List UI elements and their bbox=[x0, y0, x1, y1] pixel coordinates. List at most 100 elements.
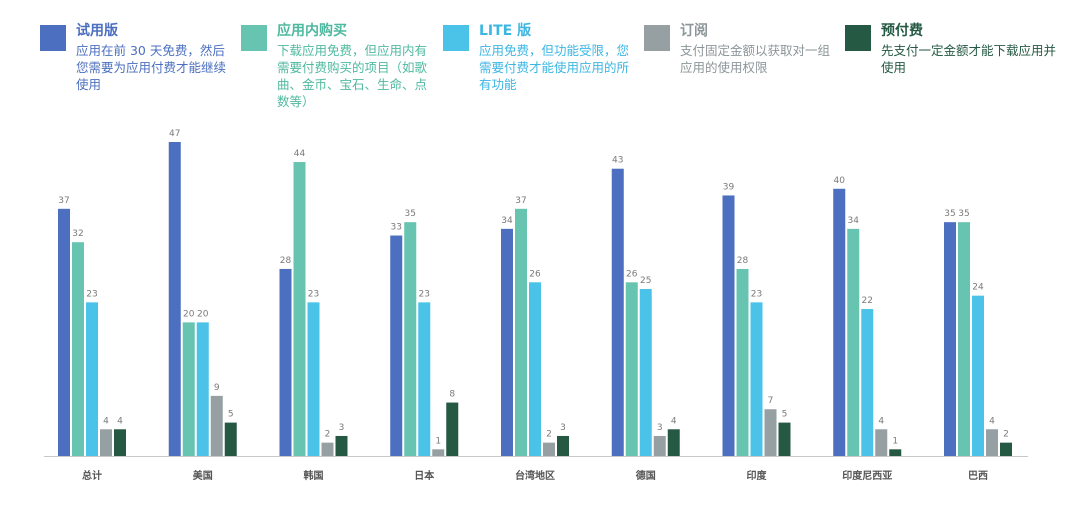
bar-japan-lite bbox=[418, 302, 431, 456]
legend-swatch bbox=[644, 25, 670, 51]
data-label: 34 bbox=[501, 216, 513, 226]
bar-japan-trial bbox=[390, 235, 403, 456]
bar-germany-lite bbox=[639, 288, 652, 456]
bar-indonesia-in-app bbox=[847, 228, 860, 456]
legend-title: 订阅 bbox=[680, 23, 708, 39]
data-label: 22 bbox=[862, 296, 873, 306]
data-label: 32 bbox=[72, 229, 83, 239]
data-label: 26 bbox=[529, 269, 541, 279]
bar-indonesia-lite bbox=[861, 309, 874, 456]
data-label: 39 bbox=[723, 182, 735, 192]
data-label: 24 bbox=[972, 283, 984, 293]
bar-usa-subscription bbox=[210, 395, 223, 456]
data-label: 1 bbox=[435, 436, 441, 446]
data-label: 35 bbox=[944, 209, 955, 219]
legend-desc: 支付固定金额以获取对一组应用的使用权限 bbox=[680, 43, 831, 75]
bar-usa-in-app bbox=[182, 322, 195, 456]
bar-taiwan-trial bbox=[501, 228, 513, 456]
bar-korea-subscription bbox=[321, 442, 334, 456]
x-tick-label: 巴西 bbox=[968, 470, 988, 482]
data-label: 23 bbox=[308, 289, 319, 299]
data-label: 8 bbox=[449, 390, 455, 400]
x-tick-label: 德国 bbox=[635, 469, 656, 482]
bar-brazil-in-app bbox=[958, 222, 970, 456]
bar-germany-trial bbox=[611, 168, 624, 456]
data-label: 25 bbox=[640, 276, 651, 286]
bar-brazil-trial bbox=[944, 222, 956, 456]
bar-usa-trial bbox=[168, 142, 181, 456]
x-tick-label: 日本 bbox=[414, 469, 435, 482]
data-label: 23 bbox=[419, 289, 430, 299]
legend-desc: 应用在前 30 天免费，然后您需要为应用付费才能继续使用 bbox=[76, 43, 227, 92]
bar-india-trial bbox=[722, 195, 735, 456]
data-label: 26 bbox=[626, 269, 638, 279]
data-label: 7 bbox=[768, 396, 774, 406]
bar-taiwan-subscription bbox=[543, 442, 555, 456]
bar-india-subscription bbox=[764, 409, 777, 456]
data-label: 37 bbox=[515, 196, 526, 206]
data-label: 23 bbox=[86, 289, 97, 299]
bar-total-lite bbox=[86, 302, 98, 456]
data-label: 28 bbox=[280, 256, 292, 266]
bar-indonesia-trial bbox=[833, 188, 846, 456]
legend: 试用版 应用在前 30 天免费，然后您需要为应用付费才能继续使用 应用内购买 下… bbox=[40, 20, 1070, 110]
data-label: 9 bbox=[214, 383, 220, 393]
data-label: 37 bbox=[58, 196, 69, 206]
bar-total-prepaid bbox=[114, 429, 126, 456]
bar-taiwan-prepaid bbox=[557, 435, 569, 456]
data-label: 1 bbox=[892, 436, 898, 446]
data-label: 4 bbox=[989, 416, 995, 426]
x-tick-label: 韩国 bbox=[304, 469, 324, 482]
data-label: 35 bbox=[405, 209, 416, 219]
x-tick-label: 台湾地区 bbox=[515, 469, 555, 482]
legend-desc: 下载应用免费，但应用内有需要付费购买的项目（如歌曲、金币、宝石、生命、点数等） bbox=[277, 43, 428, 109]
data-label: 4 bbox=[117, 416, 123, 426]
bar-usa-prepaid bbox=[224, 422, 237, 456]
data-label: 20 bbox=[183, 309, 195, 319]
bar-korea-lite bbox=[307, 302, 320, 456]
data-label: 3 bbox=[339, 423, 345, 433]
bar-brazil-prepaid bbox=[1000, 442, 1012, 456]
x-tick-label: 总计 bbox=[82, 469, 102, 482]
data-label: 44 bbox=[294, 149, 306, 159]
data-label: 47 bbox=[169, 129, 180, 139]
data-label: 23 bbox=[751, 289, 762, 299]
bar-taiwan-lite bbox=[529, 282, 541, 456]
data-label: 3 bbox=[657, 423, 663, 433]
bar-taiwan-in-app bbox=[515, 208, 527, 456]
legend-desc: 应用免费，但功能受限，您需要付费才能使用应用的所有功能 bbox=[479, 43, 630, 92]
bar-indonesia-subscription bbox=[875, 429, 888, 456]
bar-korea-in-app bbox=[293, 162, 306, 457]
bar-germany-prepaid bbox=[667, 429, 680, 456]
data-label: 3 bbox=[560, 423, 566, 433]
data-label: 43 bbox=[612, 156, 623, 166]
data-label: 40 bbox=[834, 176, 846, 186]
bar-japan-prepaid bbox=[446, 402, 459, 456]
bar-india-in-app bbox=[736, 268, 749, 456]
data-label: 33 bbox=[391, 223, 402, 233]
bar-india-prepaid bbox=[778, 422, 791, 456]
bar-brazil-lite bbox=[972, 295, 984, 456]
data-label: 2 bbox=[546, 430, 552, 440]
bar-japan-subscription bbox=[432, 449, 445, 456]
data-label: 2 bbox=[325, 430, 331, 440]
bar-total-subscription bbox=[100, 429, 112, 456]
legend-swatch bbox=[40, 25, 66, 51]
data-label: 5 bbox=[228, 410, 234, 420]
data-label: 28 bbox=[737, 256, 749, 266]
x-tick-label: 印度尼西亚 bbox=[842, 469, 892, 482]
data-label: 35 bbox=[958, 209, 969, 219]
data-label: 20 bbox=[197, 309, 209, 319]
legend-swatch bbox=[241, 25, 267, 51]
data-label: 4 bbox=[671, 416, 677, 426]
bar-korea-trial bbox=[279, 268, 292, 456]
bar-germany-in-app bbox=[625, 282, 638, 456]
data-label: 34 bbox=[848, 216, 860, 226]
legend-desc: 先支付一定金额才能下载应用并使用 bbox=[881, 43, 1057, 75]
bar-germany-subscription bbox=[653, 435, 666, 456]
legend-title: 试用版 bbox=[76, 23, 118, 39]
legend-swatch bbox=[845, 25, 871, 51]
x-tick-label: 美国 bbox=[193, 469, 213, 482]
bar-japan-in-app bbox=[404, 222, 417, 456]
